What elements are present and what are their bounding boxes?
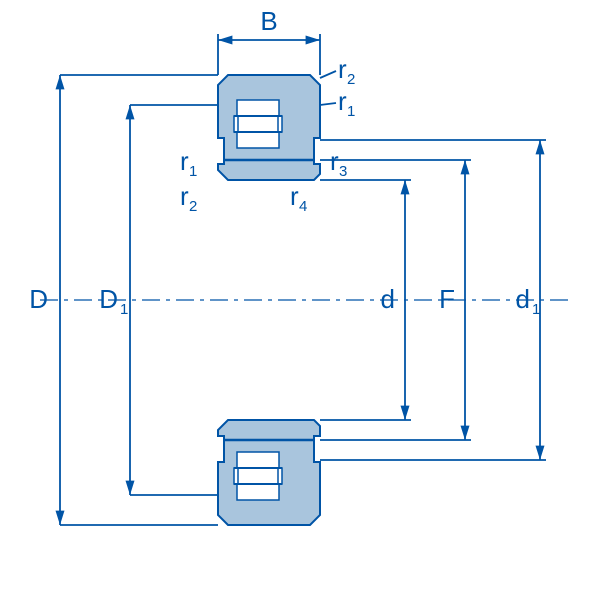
radius-r4: r	[290, 181, 299, 211]
bearing-cross-section-diagram: BDD1dFd1r2r1r1r2r3r4	[0, 0, 600, 600]
radius-r3: r	[330, 146, 339, 176]
svg-text:2: 2	[189, 198, 197, 215]
svg-text:1: 1	[189, 163, 197, 180]
svg-text:1: 1	[347, 103, 355, 120]
dim-d: d	[381, 284, 395, 314]
dim-F: F	[439, 284, 455, 314]
svg-text:1: 1	[532, 301, 540, 318]
radius-r1: r	[338, 86, 347, 116]
svg-text:4: 4	[299, 198, 307, 215]
svg-text:3: 3	[339, 163, 347, 180]
dim-D: D	[29, 284, 48, 314]
dim-D1: D	[99, 284, 118, 314]
radius-r2: r	[180, 181, 189, 211]
roller-bottom	[237, 452, 279, 500]
svg-text:2: 2	[347, 71, 355, 88]
roller-top	[237, 100, 279, 148]
inner-ring-top	[218, 160, 320, 180]
dim-B: B	[260, 6, 277, 36]
dim-d1: d	[516, 284, 530, 314]
svg-text:1: 1	[120, 301, 128, 318]
inner-ring-bottom	[218, 420, 320, 440]
radius-r1: r	[180, 146, 189, 176]
radius-r2: r	[338, 54, 347, 84]
